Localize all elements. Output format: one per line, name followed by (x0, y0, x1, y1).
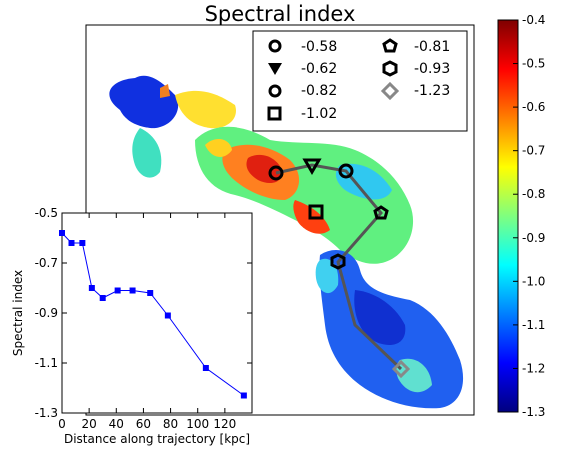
legend-label: -0.62 (301, 61, 337, 77)
data-point (99, 295, 106, 301)
y-tick-label: -0.5 (35, 206, 58, 220)
x-tick-label: 120 (213, 417, 236, 431)
y-tick-label: -1.3 (35, 406, 58, 420)
spectral-map (109, 75, 464, 409)
data-point (68, 240, 75, 246)
data-point (59, 230, 65, 236)
data-point (240, 392, 247, 399)
series-points (59, 230, 247, 399)
x-tick-label: 60 (136, 417, 151, 431)
colorbar-tick-label: -0.5 (522, 57, 545, 71)
x-tick-label: 100 (186, 417, 209, 431)
colorbar-tick-label: -0.4 (522, 13, 545, 27)
legend-label: -0.82 (301, 83, 337, 99)
colorbar-tick-label: -1.2 (522, 361, 545, 375)
pentagon-marker (373, 205, 389, 220)
data-point (164, 312, 171, 319)
ring-icon (268, 84, 282, 98)
colorbar-tick-label: -0.7 (522, 144, 545, 158)
colorbar-ticks: -1.3 -1.2 -1.1 -1.0 -0.9 -0.8 -0.7 -0.6 -0.5 -0.4 (513, 13, 545, 419)
colorbar-tick-label: -1.3 (522, 405, 545, 419)
inset-plot-area (61, 212, 253, 414)
hexagon-marker (330, 253, 346, 270)
legend-label: -1.02 (301, 106, 337, 122)
legend-label: -1.23 (414, 83, 450, 99)
legend-box (252, 30, 468, 132)
square-icon (267, 106, 282, 121)
inset-y-axis: -0.5 -0.7 -0.9 -1.1 -1.3 (35, 206, 252, 420)
hexagon-icon (382, 60, 398, 77)
colorbar-tick-label: -1.1 (522, 318, 545, 332)
circle-icon (268, 39, 282, 53)
data-point (79, 240, 86, 246)
inset-chart: 0 20 40 60 80 100 120 -0.5 -0.7 -0.9 -1.1 -1.3 Dis… (11, 206, 253, 446)
diamond-marker (391, 359, 411, 379)
chart-title: Spectral index (205, 2, 356, 26)
data-point (202, 365, 209, 371)
inset-x-axis: 0 20 40 60 80 100 120 (58, 213, 236, 431)
x-tick-label: 20 (82, 417, 97, 431)
map-blob-upper-left (109, 75, 236, 178)
colorbar-tick-label: -0.9 (522, 231, 545, 245)
legend-label: -0.81 (414, 39, 450, 55)
legend-label: -0.93 (414, 61, 450, 77)
triangle-down-marker (302, 158, 322, 175)
y-axis-label: Spectral index (11, 270, 25, 356)
colorbar-tick-label: -0.6 (522, 100, 545, 114)
legend-label: -0.58 (301, 39, 337, 55)
colorbar-bar (497, 19, 519, 413)
pentagon-icon (382, 38, 398, 53)
trajectory-line (275, 163, 403, 371)
ring-marker (338, 163, 354, 179)
circle-marker (268, 165, 284, 181)
x-tick-label: 40 (109, 417, 124, 431)
data-point (88, 285, 95, 291)
triangle-down-icon (268, 63, 282, 75)
x-tick-label: 0 (58, 417, 66, 431)
x-tick-label: 80 (163, 417, 178, 431)
legend: -0.58 -0.62 -0.82 -1.02 -0.81 -0.93 -1.2… (252, 30, 468, 132)
data-point (114, 287, 121, 294)
data-point (129, 287, 136, 294)
x-axis-label: Distance along trajectory [kpc] (64, 432, 250, 446)
data-point (147, 290, 154, 296)
y-tick-label: -0.9 (35, 306, 58, 320)
square-marker (308, 204, 324, 220)
diamond-icon (380, 81, 400, 101)
colorbar-tick-label: -1.0 (522, 274, 545, 288)
y-tick-label: -0.7 (35, 256, 58, 270)
colorbar: -1.3 -1.2 -1.1 -1.0 -0.9 -0.8 -0.7 -0.6 -0.5 -0.4 (497, 13, 545, 419)
colorbar-tick-label: -0.8 (522, 187, 545, 201)
y-tick-label: -1.1 (35, 356, 58, 370)
map-blob-lower (315, 250, 464, 409)
